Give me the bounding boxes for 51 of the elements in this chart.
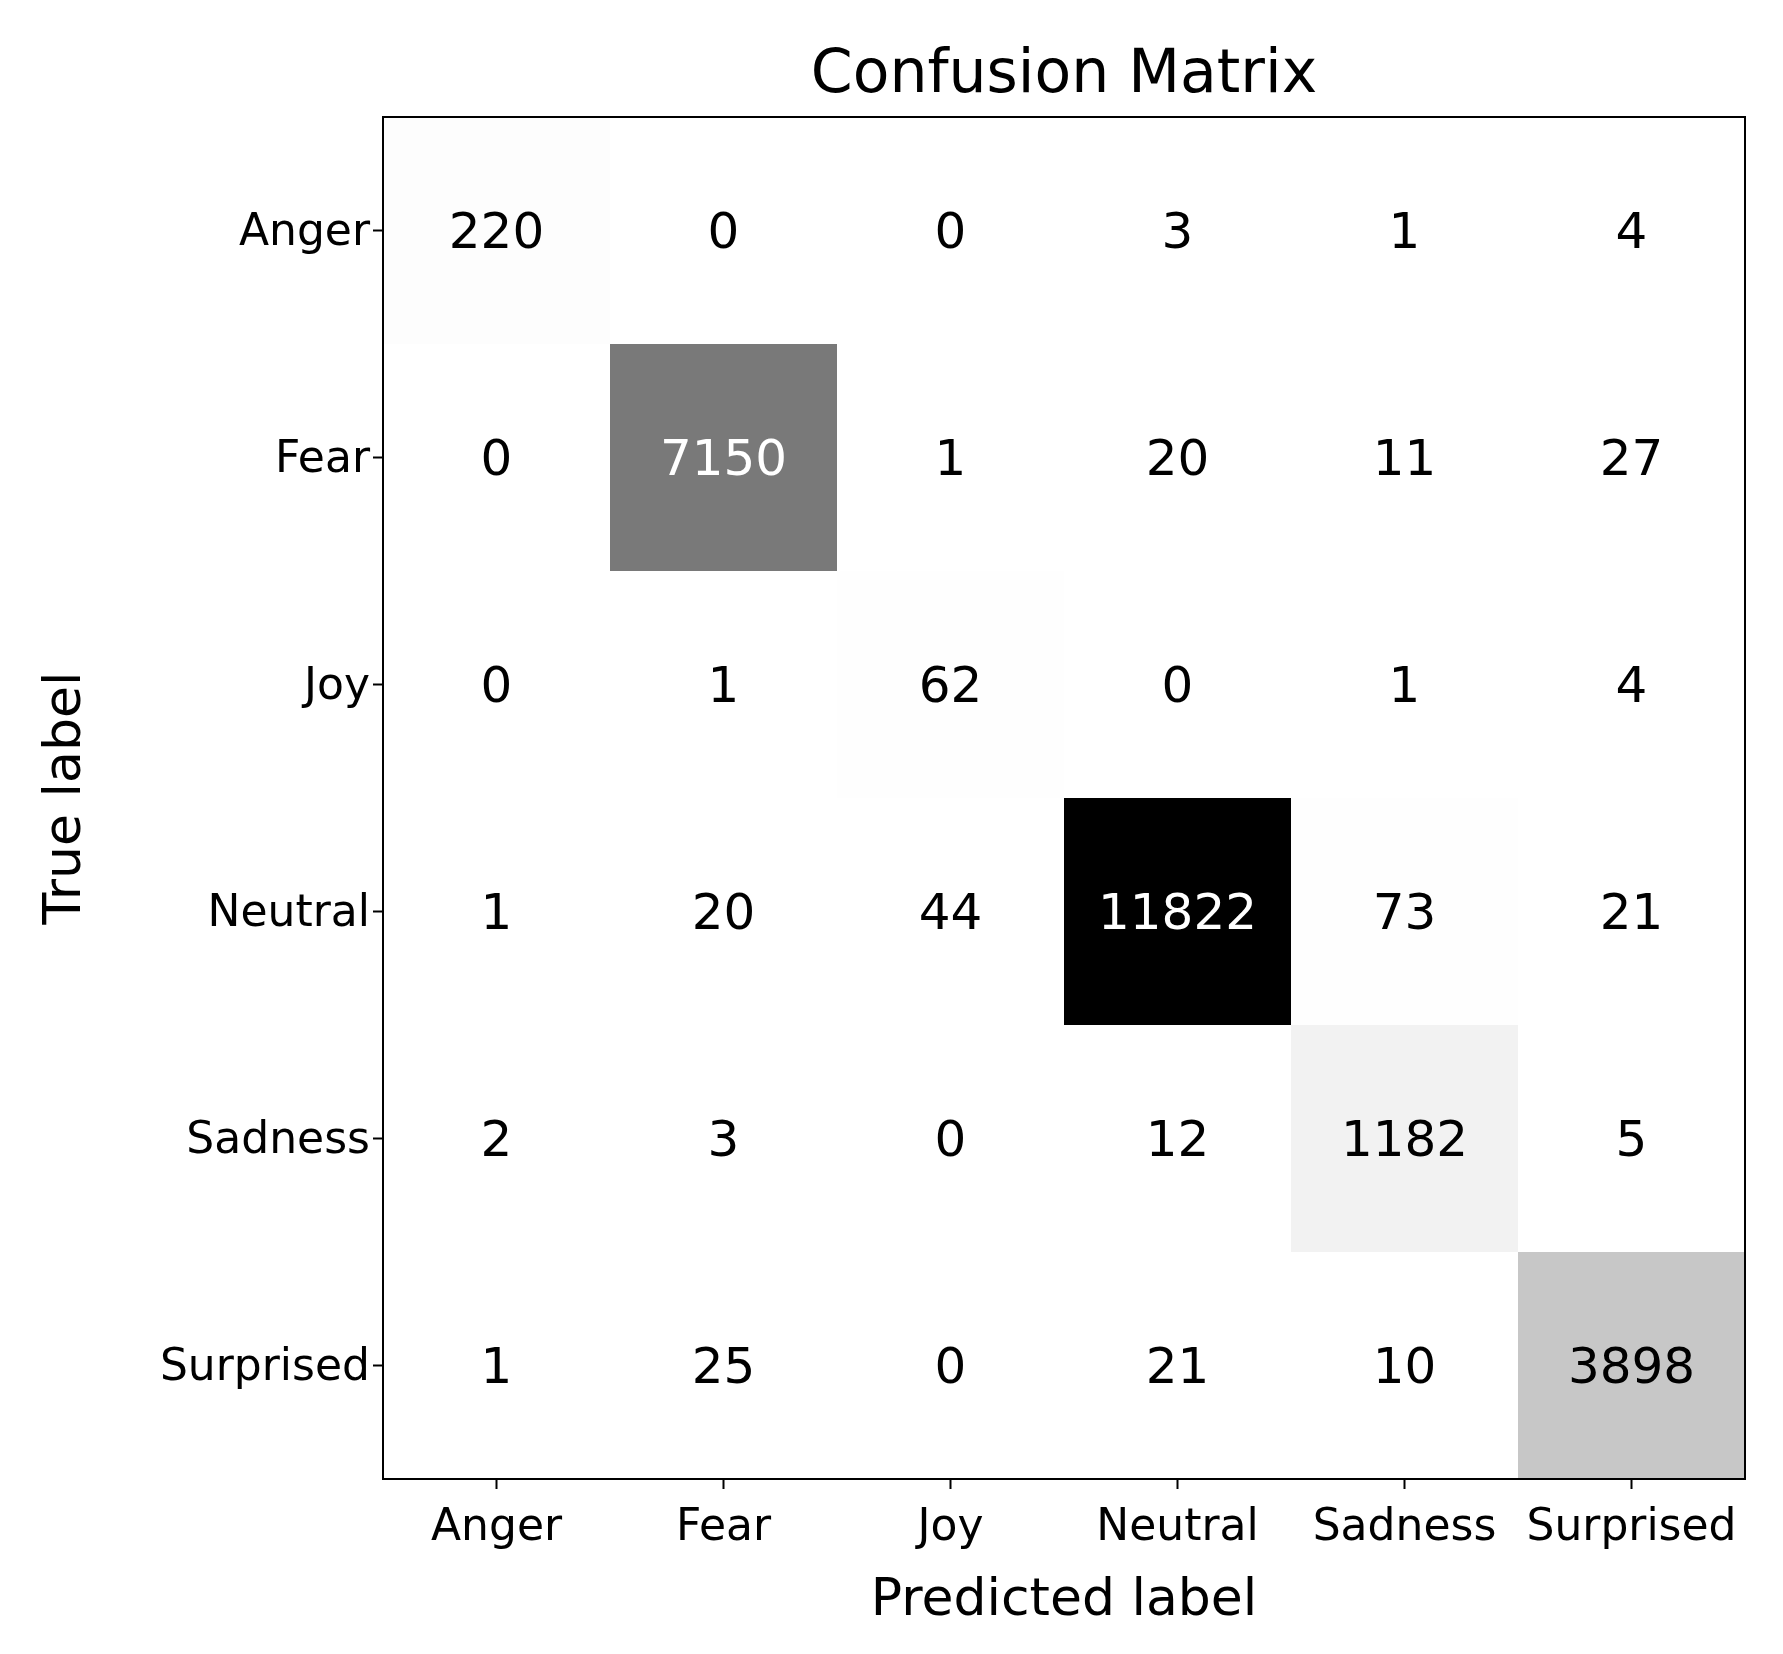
data-label: 1 <box>1388 655 1421 714</box>
data-label: 25 <box>691 1336 756 1395</box>
data-label: 1 <box>1388 201 1421 260</box>
data-label: 220 <box>448 201 545 260</box>
data-label: 3 <box>707 1109 740 1168</box>
data-label: 21 <box>1145 1336 1210 1395</box>
data-label: 0 <box>934 1109 967 1168</box>
x-tick-label: Sadness <box>1312 1499 1497 1551</box>
y-axis-title: True label <box>32 671 92 926</box>
data-label: 2 <box>480 1109 513 1168</box>
data-label: 0 <box>934 1336 967 1395</box>
x-tick-label: Surprised <box>1526 1499 1737 1551</box>
data-label: 4 <box>1615 655 1648 714</box>
data-label: 1182 <box>1340 1109 1469 1168</box>
y-tick-label: Surprised <box>159 1338 370 1390</box>
data-label: 11 <box>1372 428 1437 487</box>
data-label: 10 <box>1372 1336 1437 1395</box>
x-tick-label: Joy <box>914 1499 984 1551</box>
data-label: 12 <box>1145 1109 1210 1168</box>
data-label: 4 <box>1615 201 1648 260</box>
data-label: 3 <box>1161 201 1194 260</box>
data-label: 1 <box>934 428 967 487</box>
y-tick-label: Anger <box>238 203 371 255</box>
data-label: 0 <box>934 201 967 260</box>
data-label: 7150 <box>659 428 788 487</box>
y-tick-label: Sadness <box>186 1111 370 1163</box>
y-tick-label: Joy <box>301 657 370 709</box>
data-label: 0 <box>480 655 513 714</box>
x-tick-label: Neutral <box>1096 1499 1259 1551</box>
data-label: 1 <box>480 1336 513 1395</box>
data-label: 5 <box>1615 1109 1648 1168</box>
x-axis-title: Predicted label <box>870 1567 1258 1627</box>
y-tick-label: Fear <box>274 430 371 482</box>
x-tick-label: Anger <box>430 1499 563 1551</box>
data-label: 62 <box>918 655 983 714</box>
data-label: 11822 <box>1097 882 1258 941</box>
data-label: 3898 <box>1567 1336 1696 1395</box>
data-label: 1 <box>480 882 513 941</box>
chart-title: Confusion Matrix <box>810 36 1318 106</box>
data-label: 0 <box>1161 655 1194 714</box>
data-label: 73 <box>1372 882 1437 941</box>
y-tick-label: Neutral <box>207 884 370 936</box>
data-label: 44 <box>918 882 983 941</box>
data-label: 20 <box>1145 428 1210 487</box>
data-label: 27 <box>1599 428 1664 487</box>
data-label: 20 <box>691 882 756 941</box>
data-label: 1 <box>707 655 740 714</box>
data-label: 0 <box>480 428 513 487</box>
data-label: 21 <box>1599 882 1664 941</box>
x-tick-label: Fear <box>675 1499 772 1551</box>
data-label: 0 <box>707 201 740 260</box>
